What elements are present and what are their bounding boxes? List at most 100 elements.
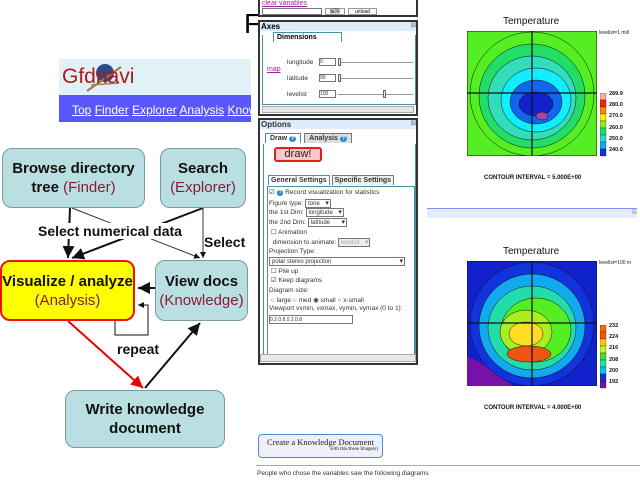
slider-handle[interactable] <box>383 89 386 98</box>
unselect-button[interactable]: 解除 <box>325 8 346 15</box>
dim-slider[interactable] <box>338 73 413 82</box>
nav-knowledge[interactable]: Know <box>227 103 251 117</box>
dim2-label: the 2nd Dim: <box>269 219 306 227</box>
animation-checkbox[interactable]: ☐ <box>270 229 277 237</box>
size-radio-large[interactable]: ○ <box>270 296 275 304</box>
gfdnavi-header: Gfdnavi <box>59 59 251 95</box>
diagram-size-label: Diagram size: <box>269 287 309 295</box>
help-icon[interactable]: ? <box>289 136 297 142</box>
animate-dim-select[interactable]: levelist <box>338 237 371 247</box>
nav-top[interactable]: Top <box>72 103 92 117</box>
map-title: Temperature <box>503 16 560 27</box>
size-label: x-small <box>343 296 364 304</box>
map-title: Temperature <box>503 246 560 257</box>
nav-analysis[interactable]: Analysis <box>179 103 225 117</box>
options-scrollbar[interactable] <box>260 354 416 362</box>
label-repeat: repeat <box>117 341 160 357</box>
dim-label: levelist <box>287 90 307 98</box>
projection-label: Projection Type: <box>269 248 316 256</box>
slider-handle[interactable] <box>338 57 341 66</box>
temperature-map: Temperature levelist=100 m 232 224 216 208 2… <box>427 243 637 443</box>
draw-button[interactable]: draw! <box>274 147 322 162</box>
colorbar-label: 280.0 <box>609 102 623 109</box>
flow-visualize-box: Visualize / analyze (Analysis) <box>0 260 135 321</box>
map-divider-bar: ☒ <box>427 208 637 218</box>
dim-slider[interactable] <box>338 57 413 66</box>
colorbar-label: 208 <box>609 356 619 363</box>
top-field[interactable] <box>262 8 322 15</box>
close-icon[interactable]: ☒ <box>410 121 416 127</box>
slider-handle[interactable] <box>338 73 341 82</box>
flow-search-box: Search (Explorer) <box>160 148 246 208</box>
colorbar-label: 216 <box>609 345 619 352</box>
nav-explorer[interactable]: Explorer <box>132 103 177 117</box>
contour-band <box>518 91 554 117</box>
dimensions-tab[interactable]: Dimensions <box>273 32 342 42</box>
options-header-label: Options <box>261 120 292 129</box>
close-icon[interactable]: ☒ <box>410 23 416 29</box>
unload-button[interactable]: unload <box>348 8 378 15</box>
colorbar-label: 200 <box>609 367 619 374</box>
tab-draw-label: Draw <box>270 135 288 142</box>
polar-map-plot <box>467 31 597 156</box>
dim-row: latitude 90 <box>287 70 417 86</box>
search-title: Search <box>177 160 229 177</box>
figure-type-select[interactable]: tone <box>305 198 331 208</box>
size-radio-med[interactable]: ○ <box>292 296 297 304</box>
viewport-input[interactable]: 0.2,0.8,0.2,0.8 <box>269 315 353 325</box>
dim1-label: the 1st Dim: <box>269 209 304 217</box>
pileup-checkbox[interactable]: ☐ <box>270 267 277 275</box>
tab-general-settings[interactable]: General Settings <box>268 175 330 185</box>
animate-dim-label: dimension to animate: <box>272 238 337 246</box>
close-icon[interactable]: ☒ <box>631 210 637 216</box>
tab-specific-settings[interactable]: Specific Settings <box>331 175 395 185</box>
colorbar-cell <box>600 113 607 122</box>
create-knowledge-document-button[interactable]: Create a Knowledge Document with this/th… <box>258 434 383 458</box>
options-panel: Options ☒ Draw ? Analysis ? draw! General… <box>258 118 418 365</box>
divider <box>256 465 640 466</box>
arrow-repeat <box>114 302 149 336</box>
polar-map-plot <box>467 261 597 386</box>
colorbar-cell <box>600 141 607 150</box>
contour-interval: CONTOUR INTERVAL = 5.000E+00 <box>484 175 582 181</box>
dim2-select[interactable]: latitude <box>307 218 348 228</box>
axes-scrollbar[interactable] <box>262 106 414 113</box>
colorbar-label: 232 <box>609 323 619 329</box>
dim-input[interactable]: 100 <box>319 90 336 98</box>
dim-input[interactable]: 90 <box>319 74 336 82</box>
nav-finder[interactable]: Finder <box>94 103 129 117</box>
clear-variables-link[interactable]: clear variables <box>262 0 308 7</box>
dim-input[interactable]: 0 <box>319 58 336 66</box>
size-label: large <box>276 296 292 304</box>
map-link[interactable]: map <box>267 66 281 73</box>
tab-analysis[interactable]: Analysis ? <box>304 133 352 143</box>
help-icon[interactable]: ? <box>339 136 347 142</box>
projection-select[interactable]: polar stereo projection <box>269 257 405 267</box>
create-doc-label: Create a Knowledge Document <box>267 437 374 447</box>
dim-slider[interactable] <box>338 89 413 98</box>
viewdocs-title: View docs <box>164 272 239 290</box>
size-radio-xsmall[interactable]: ○ <box>337 296 342 304</box>
help-icon[interactable]: ? <box>276 190 284 196</box>
axes-header: Axes ☒ <box>260 22 416 31</box>
browse-title-2: tree <box>31 179 59 196</box>
colorbar-cell <box>600 148 607 157</box>
colorbar-cell <box>600 99 607 108</box>
size-radio-small[interactable]: ◉ <box>313 296 319 304</box>
tab-draw[interactable]: Draw ? <box>265 133 302 143</box>
colorbar-label: 192 <box>609 379 619 385</box>
dimensions-frame: Dimensions map longitude 0 latitude 90 l… <box>262 32 417 105</box>
arrow-write-viewdocs <box>144 322 201 389</box>
dim1-select[interactable]: longitude <box>305 208 344 218</box>
record-checkbox[interactable]: ☑ <box>269 189 275 196</box>
colorbar-cell <box>600 331 607 340</box>
map-level: levelist=100 m <box>599 260 632 266</box>
globe-logo-icon <box>86 64 122 92</box>
gfdnavi-nav: Top Finder Explorer Analysis Know <box>59 95 251 122</box>
axes-panel: Axes ☒ Dimensions map longitude 0 latitud… <box>258 20 418 116</box>
keep-checkbox[interactable]: ☑ <box>270 277 277 285</box>
slide-title-partial: F <box>244 8 262 39</box>
label-select: Select <box>204 234 246 250</box>
colorbar-cell <box>600 345 607 354</box>
colorbar-cell <box>600 120 607 129</box>
